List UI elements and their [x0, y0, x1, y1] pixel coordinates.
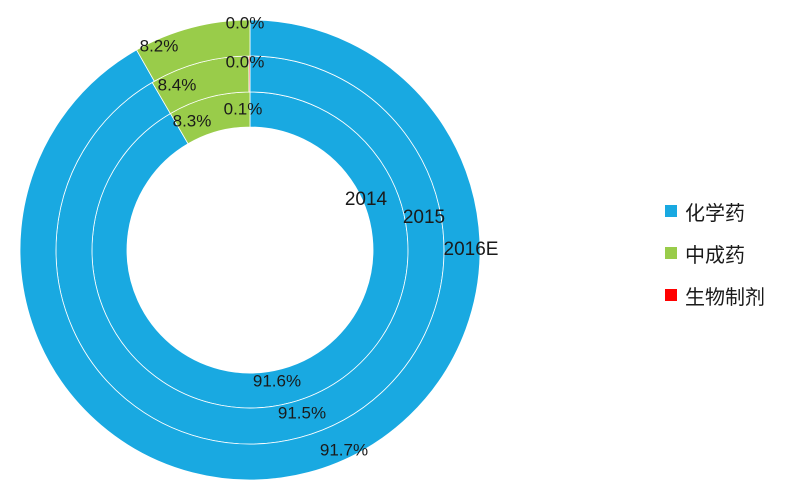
category-label-2016E: 2016E	[444, 239, 499, 260]
legend-item: 生物制剂	[665, 284, 765, 309]
data-label-2015-0: 91.5%	[278, 403, 326, 422]
ring-2014-化学药	[91, 91, 409, 409]
legend-item: 化学药	[665, 200, 765, 225]
ring-2016E-化学药	[19, 19, 481, 481]
data-label-2014-1: 8.4%	[158, 75, 197, 94]
legend-swatch	[665, 289, 677, 301]
category-label-2014: 2014	[345, 189, 388, 210]
legend-item: 中成药	[665, 242, 765, 267]
legend: 化学药中成药生物制剂	[665, 200, 765, 326]
data-label-2015-2: 0.1%	[224, 99, 263, 118]
data-label-2014-0: 91.6%	[253, 371, 301, 390]
data-label-2016E-0: 91.7%	[320, 440, 368, 459]
legend-swatch	[665, 205, 677, 217]
data-label-2016E-2: 0.0%	[226, 13, 265, 32]
category-label-2015: 2015	[403, 207, 445, 228]
ring-2016E-中成药	[136, 19, 251, 82]
data-label-2016E-1: 8.2%	[140, 36, 179, 55]
legend-label: 中成药	[685, 242, 745, 267]
legend-label: 生物制剂	[685, 284, 765, 309]
data-label-2014-2: 0.0%	[226, 52, 265, 71]
legend-label: 化学药	[685, 200, 745, 225]
chart-labels: 91.6% 91.5% 91.7% 8.4% 8.3% 8.2% 0.0% 0.1% 0.0% 2…	[140, 13, 499, 459]
data-label-2015-1: 8.3%	[173, 111, 212, 130]
legend-swatch	[665, 247, 677, 259]
chart-rings	[19, 19, 481, 481]
